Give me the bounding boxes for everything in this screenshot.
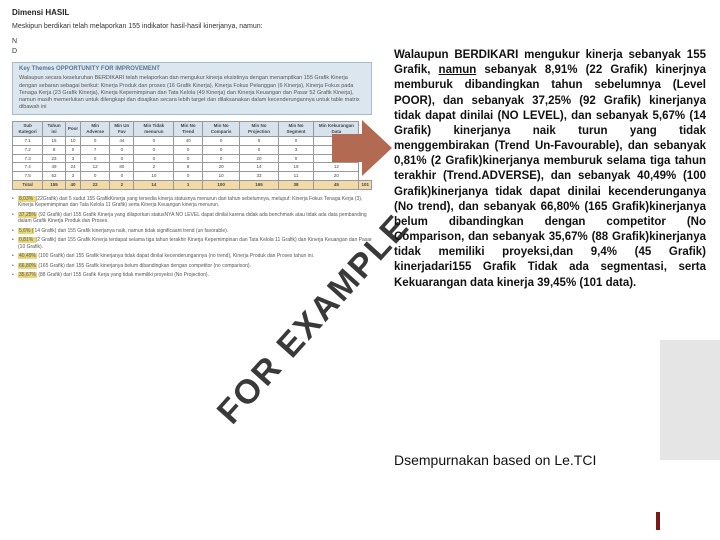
- background-document: Dimensi HASIL Meskipun berdikari telah m…: [12, 8, 372, 508]
- side-shade: [660, 340, 720, 460]
- bg-table: Sub KategoriTahun iniPoorMin AdverseMin …: [12, 121, 372, 190]
- footer-note: Dsempurnakan based on Le.TCI: [394, 452, 706, 468]
- page-mark: [656, 512, 660, 530]
- bg-bullets: 8,03% (22Grafik) dari 5 sudut 155 Grafik…: [12, 196, 372, 279]
- arrow-icon: [332, 120, 392, 176]
- bg-banner: Key Themes OPPORTUNITY FOR IMPROVEMENT W…: [12, 62, 372, 116]
- bg-banner-body: Walaupun secara keseluruhan BERDIKARI te…: [19, 75, 360, 110]
- bg-banner-title: Key Themes OPPORTUNITY FOR IMPROVEMENT: [19, 66, 365, 74]
- main-paragraph: Walaupun BERDIKARI mengukur kinerja seba…: [394, 48, 706, 291]
- bg-subheading: Meskipun berdikari telah melaporkan 155 …: [12, 22, 372, 31]
- bg-heading: Dimensi HASIL: [12, 8, 372, 18]
- main-underline: namun: [439, 64, 477, 76]
- main-t2: sebanyak 8,91% (22 Grafik) kinerjnya mem…: [394, 64, 706, 288]
